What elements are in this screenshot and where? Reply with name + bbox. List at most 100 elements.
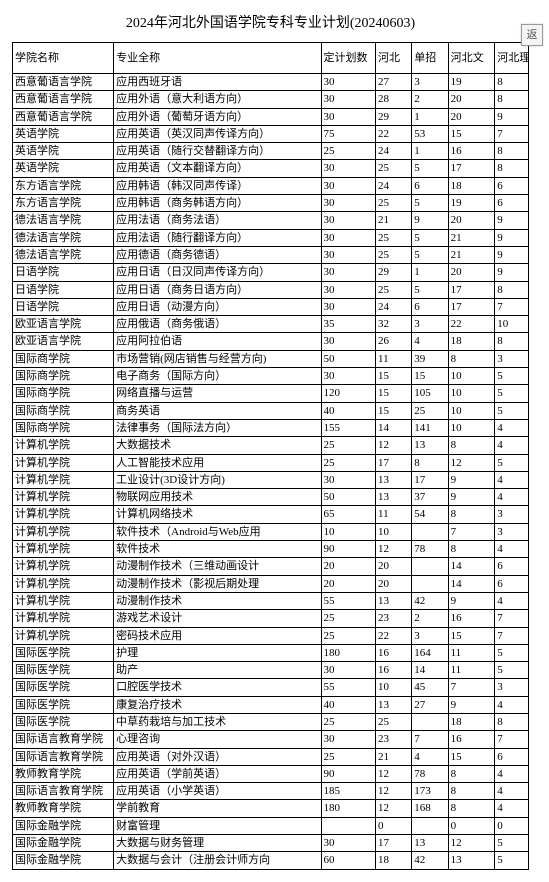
cell: 11 [375, 506, 411, 523]
table-row: 计算机学院密码技术应用25223157 [13, 627, 529, 644]
cell: 141 [412, 419, 448, 436]
cell: 54 [412, 506, 448, 523]
cell: 应用德语（商务德语） [114, 246, 321, 263]
cell: 28 [375, 91, 411, 108]
cell: 164 [412, 644, 448, 661]
cell: 9 [495, 108, 529, 125]
cell: 大数据与财务管理 [114, 835, 321, 852]
cell: 13 [375, 471, 411, 488]
cell: 网络直播与运营 [114, 385, 321, 402]
table-row: 国际金融学院大数据与财务管理301713125 [13, 835, 529, 852]
cell: 5 [412, 229, 448, 246]
cell: 21 [375, 748, 411, 765]
cell: 35 [321, 316, 375, 333]
cell: 工业设计(3D设计方向) [114, 471, 321, 488]
table-row: 西意葡语言学院应用外语（意大利语方向）30282208 [13, 91, 529, 108]
cell: 12 [375, 783, 411, 800]
cell: 6 [495, 748, 529, 765]
cell: 25 [375, 713, 411, 730]
cell: 16 [375, 644, 411, 661]
cell: 国际金融学院 [13, 852, 114, 869]
cell: 财富管理 [114, 817, 321, 834]
cell: 39 [412, 350, 448, 367]
cell: 27 [412, 696, 448, 713]
back-button[interactable]: 返 [521, 24, 543, 46]
cell: 计算机学院 [13, 558, 114, 575]
cell: 8 [495, 160, 529, 177]
cell: 6 [495, 195, 529, 212]
cell: 6 [412, 298, 448, 315]
cell: 国际金融学院 [13, 835, 114, 852]
cell: 10 [448, 385, 495, 402]
cell: 15 [375, 402, 411, 419]
cell: 4 [495, 765, 529, 782]
cell: 7 [495, 610, 529, 627]
table-row: 计算机学院动漫制作技术（影视后期处理2020146 [13, 575, 529, 592]
cell: 心理咨询 [114, 731, 321, 748]
cell: 10 [448, 368, 495, 385]
cell: 3 [495, 523, 529, 540]
cell: 24 [375, 143, 411, 160]
cell: 13 [375, 592, 411, 609]
cell: 30 [321, 108, 375, 125]
table-row: 德法语言学院应用法语（商务法语）30219209 [13, 212, 529, 229]
cell: 5 [495, 454, 529, 471]
cell: 7 [412, 731, 448, 748]
cell: 30 [321, 662, 375, 679]
cell: 国际金融学院 [13, 817, 114, 834]
cell: 12 [375, 800, 411, 817]
table-row: 西意葡语言学院应用外语（葡萄牙语方向）30291209 [13, 108, 529, 125]
cell: 173 [412, 783, 448, 800]
cell: 60 [321, 852, 375, 869]
cell: 22 [375, 125, 411, 142]
cell: 15 [412, 368, 448, 385]
cell: 应用韩语（商务韩语方向） [114, 195, 321, 212]
cell: 5 [495, 835, 529, 852]
table-row: 国际语言教育学院心理咨询30237167 [13, 731, 529, 748]
cell: 23 [375, 731, 411, 748]
cell: 大数据与会计（注册会计师方向 [114, 852, 321, 869]
col-hbw: 河北文 [448, 43, 495, 74]
cell: 5 [495, 852, 529, 869]
cell: 18 [375, 852, 411, 869]
cell: 24 [375, 298, 411, 315]
cell: 30 [321, 368, 375, 385]
cell: 50 [321, 350, 375, 367]
cell: 6 [495, 177, 529, 194]
cell: 计算机学院 [13, 489, 114, 506]
cell [412, 713, 448, 730]
cell: 45 [412, 679, 448, 696]
cell: 8 [495, 713, 529, 730]
cell: 计算机学院 [13, 437, 114, 454]
cell: 5 [412, 281, 448, 298]
cell: 动漫制作技术（三维动画设计 [114, 558, 321, 575]
cell: 4 [495, 437, 529, 454]
cell: 180 [321, 800, 375, 817]
cell: 9 [448, 471, 495, 488]
cell: 应用西班牙语 [114, 74, 321, 91]
cell: 25 [321, 713, 375, 730]
table-row: 国际商学院商务英语401525105 [13, 402, 529, 419]
cell: 西意葡语言学院 [13, 74, 114, 91]
table-row: 计算机学院游戏艺术设计25232167 [13, 610, 529, 627]
cell: 20 [375, 558, 411, 575]
cell: 24 [375, 177, 411, 194]
table-row: 计算机学院动漫制作技术55134294 [13, 592, 529, 609]
cell: 市场营销(网店销售与经营方向) [114, 350, 321, 367]
cell: 30 [321, 91, 375, 108]
cell: 6 [495, 575, 529, 592]
table-row: 国际医学院口腔医学技术55104573 [13, 679, 529, 696]
cell: 计算机学院 [13, 523, 114, 540]
cell: 0 [448, 817, 495, 834]
cell [412, 558, 448, 575]
cell: 4 [495, 489, 529, 506]
cell: 计算机学院 [13, 471, 114, 488]
cell: 游戏艺术设计 [114, 610, 321, 627]
cell: 20 [321, 558, 375, 575]
cell: 8 [412, 454, 448, 471]
cell: 2 [412, 91, 448, 108]
cell: 应用日语（日汉同声传译方向） [114, 264, 321, 281]
cell: 教师教育学院 [13, 800, 114, 817]
cell: 8 [448, 350, 495, 367]
cell: 应用英语（随行交替翻译方向） [114, 143, 321, 160]
